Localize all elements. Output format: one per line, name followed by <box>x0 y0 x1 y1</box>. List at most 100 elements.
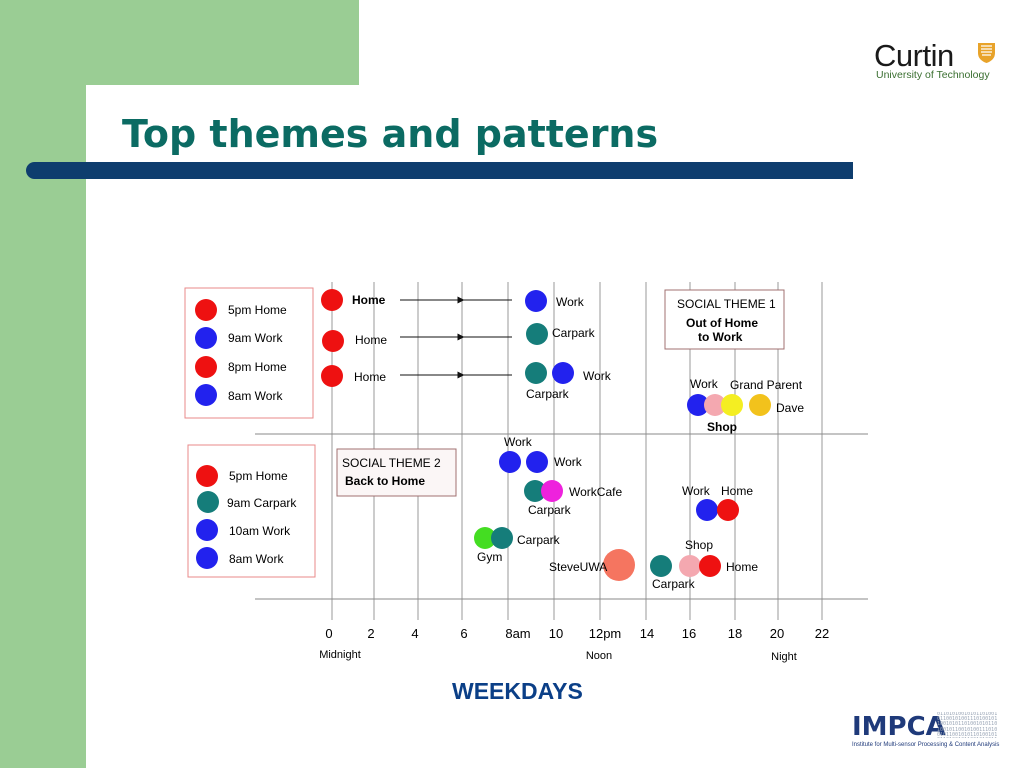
curtin-logo: Curtin University of Technology <box>874 38 999 86</box>
legend-2-label-2: 9am Carpark <box>227 496 297 510</box>
tick-label-6: 6 <box>460 626 467 641</box>
title-underline-bar <box>26 162 853 179</box>
green-side-band <box>0 0 86 768</box>
home-dot <box>321 289 343 311</box>
theme-2-cluster-evening: Work Home Shop SteveUWA Home Carpark <box>549 484 758 591</box>
work-dot <box>552 362 574 384</box>
legend-2-dot-1 <box>196 465 218 487</box>
legend-1-dot-2 <box>195 327 217 349</box>
place-label-work: Work <box>690 377 719 391</box>
place-label-carpark: Carpark <box>528 503 572 517</box>
tick-label-2: 2 <box>367 626 374 641</box>
tick-label-10: 10 <box>549 626 563 641</box>
legend-2-label-3: 10am Work <box>229 524 291 538</box>
legend-box-1: 5pm Home 9am Work 8pm Home 8am Work <box>184 287 314 419</box>
legend-1-label-3: 8pm Home <box>228 360 287 374</box>
impca-logo: IMPCA 0110101001010110100101100101001110… <box>852 712 1000 752</box>
place-label-steveuwa: SteveUWA <box>549 560 607 574</box>
theme-1-row-1: Home Work <box>321 289 585 312</box>
place-label-work: Work <box>554 455 583 469</box>
place-label-home: Home <box>721 484 753 498</box>
legend-2-label-4: 8am Work <box>229 552 284 566</box>
carpark-dot <box>524 480 546 502</box>
dave-dot <box>749 394 771 416</box>
place-label-home: Home <box>354 370 386 384</box>
place-label-work: Work <box>682 484 711 498</box>
place-label-carpark: Carpark <box>552 326 596 340</box>
work-dot <box>525 290 547 312</box>
home-dot <box>322 330 344 352</box>
legend-2-label-1: 5pm Home <box>229 469 288 483</box>
legend-2-dot-2 <box>197 491 219 513</box>
home-dot <box>717 499 739 521</box>
impca-binary-pattern: 0110101001010110100101100101001110100101… <box>937 712 998 738</box>
legend-1-dot-4 <box>195 384 217 406</box>
legend-2-dot-4 <box>196 547 218 569</box>
legend-1-label-1: 5pm Home <box>228 303 287 317</box>
tick-label-18: 18 <box>728 626 742 641</box>
period-label-midnight: Midnight <box>319 649 361 661</box>
theme-1-row-2: Home Carpark <box>322 323 596 352</box>
curtin-logo-name: Curtin <box>874 38 954 73</box>
social-theme-2-name: Back to Home <box>345 474 425 488</box>
theme-2-cluster-morning: Work Work WorkCafe Carpark <box>499 435 622 517</box>
carpark-dot <box>526 323 548 345</box>
carpark-dot <box>650 555 672 577</box>
place-label-dave: Dave <box>776 401 804 415</box>
work-dot <box>687 394 709 416</box>
legend-box-2: 5pm Home 9am Carpark 10am Work 8am Work <box>187 444 316 578</box>
legend-1-label-4: 8am Work <box>228 389 283 403</box>
place-label-shop: Shop <box>707 420 737 434</box>
axis-caption-weekdays: WEEKDAYS <box>452 678 583 704</box>
tick-label-16: 16 <box>682 626 696 641</box>
theme-1-row-3: Home Work Carpark <box>321 362 612 401</box>
home-dot <box>699 555 721 577</box>
impca-logo-subtitle: Institute for Multi-sensor Processing & … <box>852 742 1000 748</box>
social-theme-1-name-line-2: to Work <box>698 330 743 344</box>
shop-dot <box>679 555 701 577</box>
social-theme-1-name-line-1: Out of Home <box>686 316 758 330</box>
place-label-carpark: Carpark <box>652 577 696 591</box>
place-label-work: Work <box>504 435 533 449</box>
legend-1-label-2: 9am Work <box>228 331 283 345</box>
steveuwa-dot <box>603 549 635 581</box>
grand-parent-dot <box>721 394 743 416</box>
theme-1-cluster-afternoon: Work Grand Parent Dave Shop <box>687 377 804 434</box>
legend-1-dot-1 <box>195 299 217 321</box>
legend-1-dot-3 <box>195 356 217 378</box>
tick-label-12pm: 12pm <box>589 626 622 641</box>
tick-label-14: 14 <box>640 626 654 641</box>
legend-2-dot-3 <box>196 519 218 541</box>
curtin-logo-subtitle: University of Technology <box>876 69 990 81</box>
place-label-shop: Shop <box>685 538 713 552</box>
place-label-home: Home <box>352 293 386 307</box>
shield-crest-icon <box>978 43 995 63</box>
tick-label-20: 20 <box>770 626 784 641</box>
work-dot <box>499 451 521 473</box>
social-theme-2-heading: SOCIAL THEME 2 <box>342 456 441 470</box>
home-dot <box>321 365 343 387</box>
social-theme-2-box: SOCIAL THEME 2 Back to Home <box>336 448 457 497</box>
carpark-dot <box>491 527 513 549</box>
tick-label-22: 22 <box>815 626 829 641</box>
tick-label-4: 4 <box>411 626 418 641</box>
impca-logo-name: IMPCA <box>852 712 946 742</box>
place-label-carpark: Carpark <box>517 533 561 547</box>
carpark-dot <box>525 362 547 384</box>
tick-label-0: 0 <box>325 626 332 641</box>
work-dot <box>526 451 548 473</box>
theme-2-cluster-gym: Carpark Gym <box>474 527 561 564</box>
place-label-workcafe: WorkCafe <box>569 485 622 499</box>
place-label-carpark: Carpark <box>526 387 570 401</box>
place-label-work: Work <box>556 295 585 309</box>
time-axis: 0 2 4 6 8am 10 12pm 14 16 18 20 22 Midni… <box>319 626 829 663</box>
period-label-night: Night <box>771 651 797 663</box>
period-label-noon: Noon <box>586 650 612 662</box>
green-top-band <box>86 0 359 85</box>
shop-dot <box>704 394 726 416</box>
cafe-dot <box>541 480 563 502</box>
place-label-gym: Gym <box>477 550 502 564</box>
social-theme-1-heading: SOCIAL THEME 1 <box>677 297 776 311</box>
tick-label-8am: 8am <box>505 626 530 641</box>
